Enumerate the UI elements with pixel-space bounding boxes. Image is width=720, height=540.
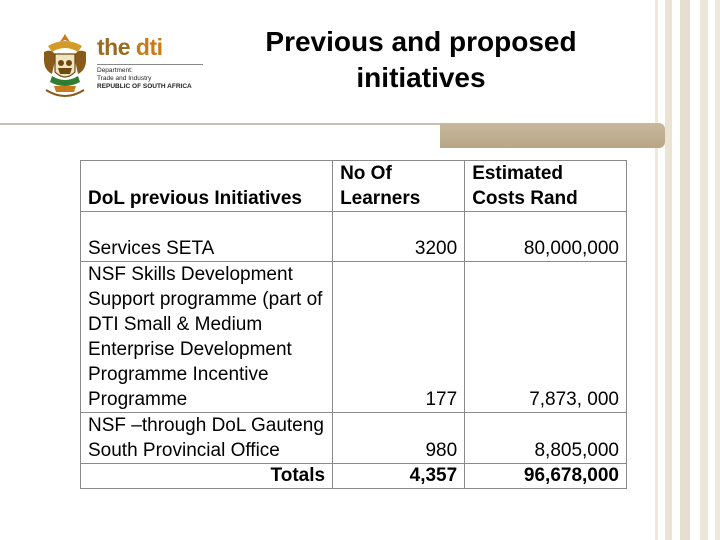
- totals-cost: 96,678,000: [464, 463, 627, 489]
- totals-label: Totals: [79, 463, 334, 489]
- cell-learners: 3200: [332, 211, 466, 262]
- header-divider-bar: [440, 123, 665, 148]
- dept-line-3: REPUBLIC OF SOUTH AFRICA: [97, 83, 192, 90]
- dept-line-2: Trade and Industry: [97, 75, 152, 82]
- logo-divider: [97, 64, 203, 65]
- totals-row: Totals 4,357 96,678,000: [79, 463, 627, 489]
- initiatives-table: DoL previous Initiatives No Of Learners …: [79, 160, 627, 489]
- cell-initiative: NSF Skills Development Support programme…: [79, 261, 334, 413]
- page-title: Previous and proposed initiatives: [265, 26, 577, 93]
- cell-cost: 8,805,000: [464, 412, 627, 464]
- header-divider-line: [0, 123, 440, 125]
- table-header-row: DoL previous Initiatives No Of Learners …: [79, 160, 627, 212]
- cell-learners: 980: [332, 412, 466, 464]
- brand-wordmark: the dti: [97, 34, 163, 60]
- dti-logo: the dti Department: Trade and Industry R…: [38, 30, 218, 110]
- table-row: Services SETA 3200 80,000,000: [79, 211, 627, 262]
- table-row: NSF Skills Development Support programme…: [79, 261, 627, 413]
- header-initiative: DoL previous Initiatives: [79, 160, 334, 212]
- cell-learners: 177: [332, 261, 466, 413]
- department-text: Department: Trade and Industry REPUBLIC …: [97, 67, 192, 91]
- header-costs: Estimated Costs Rand: [464, 160, 627, 212]
- header-learners: No Of Learners: [332, 160, 466, 212]
- cell-cost: 80,000,000: [464, 211, 627, 262]
- totals-learners: 4,357: [332, 463, 466, 489]
- coat-of-arms-icon: [44, 34, 86, 97]
- dept-line-1: Department:: [97, 67, 133, 74]
- decorative-stripes: [650, 0, 720, 540]
- cell-initiative: Services SETA: [79, 211, 334, 262]
- cell-initiative: NSF –through DoL Gauteng South Provincia…: [79, 412, 334, 464]
- cell-cost: 7,873, 000: [464, 261, 627, 413]
- table-row: NSF –through DoL Gauteng South Provincia…: [79, 412, 627, 464]
